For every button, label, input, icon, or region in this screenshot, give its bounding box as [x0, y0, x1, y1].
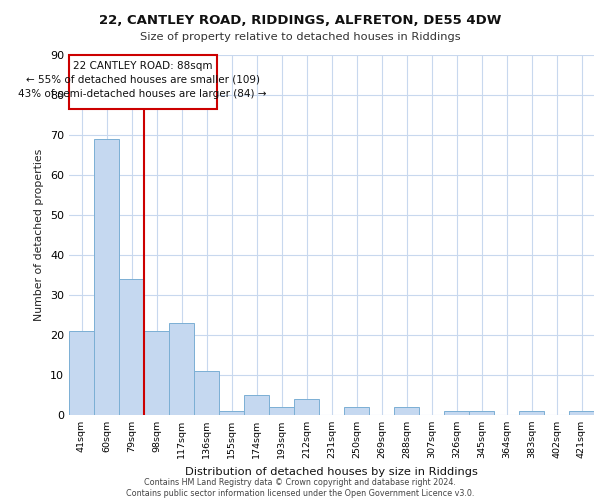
Bar	[294, 399, 319, 415]
Text: Size of property relative to detached houses in Riddings: Size of property relative to detached ho…	[140, 32, 460, 42]
Bar	[569, 411, 594, 415]
Bar	[144, 331, 169, 415]
Bar	[219, 411, 244, 415]
Text: Contains HM Land Registry data © Crown copyright and database right 2024.
Contai: Contains HM Land Registry data © Crown c…	[126, 478, 474, 498]
Bar	[344, 407, 369, 415]
Bar	[169, 323, 194, 415]
Bar	[469, 411, 494, 415]
Bar	[244, 395, 269, 415]
Bar	[444, 411, 469, 415]
Bar	[519, 411, 544, 415]
X-axis label: Distribution of detached houses by size in Riddings: Distribution of detached houses by size …	[185, 466, 478, 476]
Bar	[194, 371, 219, 415]
Text: 22 CANTLEY ROAD: 88sqm
← 55% of detached houses are smaller (109)
43% of semi-de: 22 CANTLEY ROAD: 88sqm ← 55% of detached…	[19, 61, 267, 99]
Bar	[69, 331, 94, 415]
Y-axis label: Number of detached properties: Number of detached properties	[34, 149, 44, 321]
FancyBboxPatch shape	[69, 55, 217, 109]
Bar	[119, 279, 144, 415]
Text: 22, CANTLEY ROAD, RIDDINGS, ALFRETON, DE55 4DW: 22, CANTLEY ROAD, RIDDINGS, ALFRETON, DE…	[99, 14, 501, 27]
Bar	[394, 407, 419, 415]
Bar	[94, 139, 119, 415]
Bar	[269, 407, 294, 415]
